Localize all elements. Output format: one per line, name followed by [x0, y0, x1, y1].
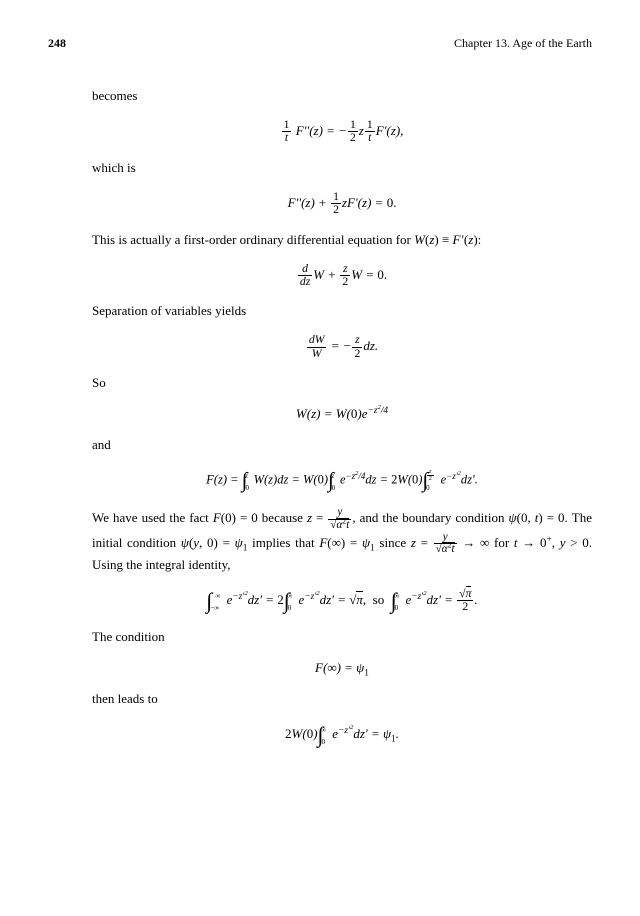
para-so: So — [48, 374, 592, 392]
eq-4: dWW = −z2dz. — [48, 334, 592, 360]
eq-9: 2W(0)∫0∞e−z'2dz' = ψ1. — [48, 722, 592, 748]
page-number: 248 — [48, 36, 66, 51]
para-whichis: which is — [48, 159, 592, 177]
eq-6: F(z) = ∫0zW(z)dz = W(0)∫0ze−z2/4dz = 2W(… — [48, 468, 592, 493]
page-header: 248 Chapter 13. Age of the Earth — [48, 36, 592, 51]
para-firstorder: This is actually a first-order ordinary … — [48, 231, 592, 249]
para-thenleads: then leads to — [48, 690, 592, 708]
para-becomes: becomes — [48, 87, 592, 105]
para-usedfact: We have used the fact F(0) = 0 because z… — [48, 507, 592, 574]
page: 248 Chapter 13. Age of the Earth becomes… — [0, 0, 640, 802]
eq-2: F''(z) + 12zF'(z) = 0. — [48, 191, 592, 217]
para-condition: The condition — [48, 628, 592, 646]
para-separation: Separation of variables yields — [48, 302, 592, 320]
eq-8: F(∞) = ψ1 — [48, 660, 592, 676]
eq-3: ddzW + z2W = 0. — [48, 263, 592, 289]
chapter-title: Chapter 13. Age of the Earth — [454, 36, 592, 51]
eq-5: W(z) = W(0)e−z2/4 — [48, 406, 592, 422]
para-and: and — [48, 436, 592, 454]
eq-1: 1t F''(z) = −12z1tF'(z), — [48, 119, 592, 145]
eq-7: ∫−∞∞e−z'2dz' = 2∫0∞e−z'2dz' = √π, so ∫0∞… — [48, 588, 592, 614]
text-firstorder-a: This is actually a first-order ordinary … — [92, 232, 414, 247]
